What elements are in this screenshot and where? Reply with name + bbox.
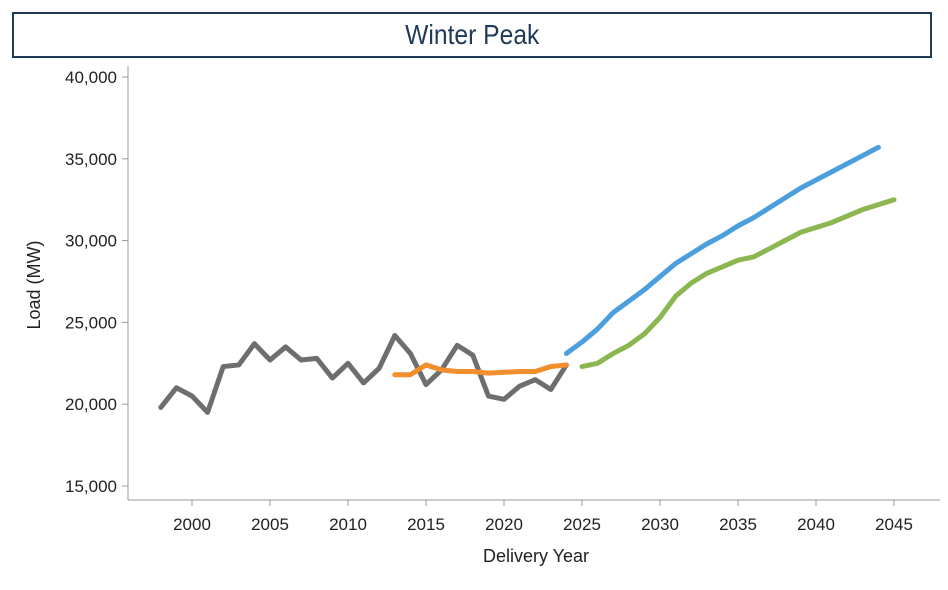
- x-tick-label: 2035: [719, 515, 757, 534]
- chart-title-box: Winter Peak: [12, 12, 932, 58]
- y-tick-label: 25,000: [65, 313, 117, 332]
- series-line-1: [392, 362, 569, 378]
- x-tick-label: 2005: [251, 515, 289, 534]
- y-tick-label: 30,000: [65, 232, 117, 251]
- x-tick-label: 2015: [407, 515, 445, 534]
- x-tick-label: 2025: [563, 515, 601, 534]
- x-tick-label: 2040: [797, 515, 835, 534]
- y-tick-label: 40,000: [65, 68, 117, 87]
- y-axis-label: Load (MW): [24, 240, 44, 329]
- chart-title: Winter Peak: [404, 19, 540, 50]
- y-tick-label: 35,000: [65, 150, 117, 169]
- x-tick-label: 2000: [173, 515, 211, 534]
- x-axis-label: Delivery Year: [483, 546, 589, 566]
- series-line-3: [579, 197, 897, 370]
- x-tick-label: 2020: [485, 515, 523, 534]
- series-line-0: [158, 332, 569, 415]
- x-tick-label: 2030: [641, 515, 679, 534]
- x-tick-label: 2010: [329, 515, 367, 534]
- y-tick-label: 15,000: [65, 477, 117, 496]
- x-tick-label: 2045: [875, 515, 913, 534]
- series-line-2: [563, 144, 881, 356]
- y-tick-label: 20,000: [65, 395, 117, 414]
